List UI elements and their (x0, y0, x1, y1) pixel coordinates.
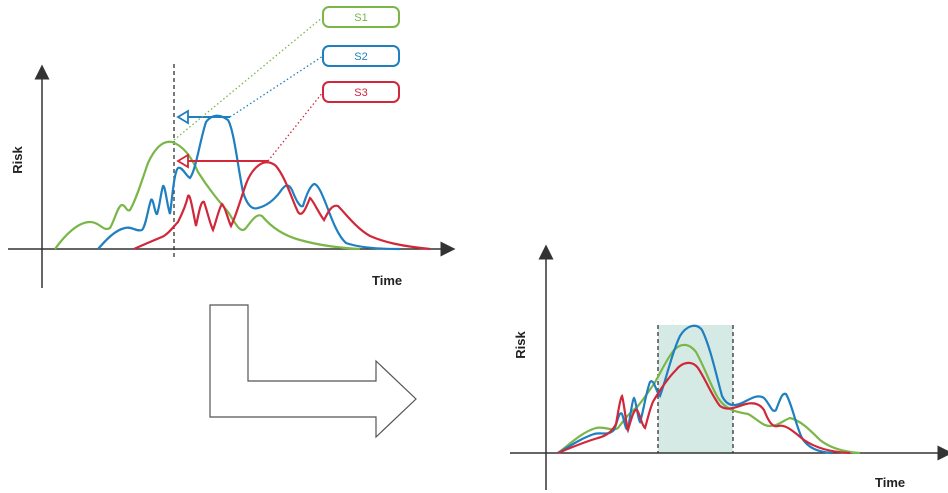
left-chart: Risk Time S1 S2 S3 (8, 6, 456, 288)
right-s3-curve (557, 361, 851, 455)
right-chart: Risk Time (510, 244, 948, 490)
right-x-axis-label: Time (875, 475, 905, 490)
left-s2-curve (97, 114, 401, 251)
bent-arrow-icon (209, 304, 417, 439)
s2-leader-line (229, 55, 324, 118)
left-x-axis-label: Time (372, 273, 402, 288)
s2-tag-label: S2 (354, 51, 367, 63)
left-y-axis-label: Risk (10, 146, 25, 174)
s1-tag: S1 (322, 6, 400, 28)
right-s2-curve (557, 324, 833, 455)
left-s3-curve (133, 161, 431, 251)
s2-pointer-head (176, 109, 189, 125)
s1-tag-label: S1 (354, 12, 367, 24)
s1-leader-line (173, 16, 324, 141)
s3-tag-label: S3 (354, 87, 367, 99)
left-s1-curve (54, 140, 361, 251)
s3-tag: S3 (322, 81, 400, 103)
s3-leader-line (267, 91, 324, 162)
s3-pointer-head (176, 153, 189, 169)
right-s1-curve (557, 343, 861, 455)
s2-tag: S2 (322, 45, 400, 67)
right-y-axis-label: Risk (513, 331, 528, 359)
aligned-window (658, 325, 733, 453)
